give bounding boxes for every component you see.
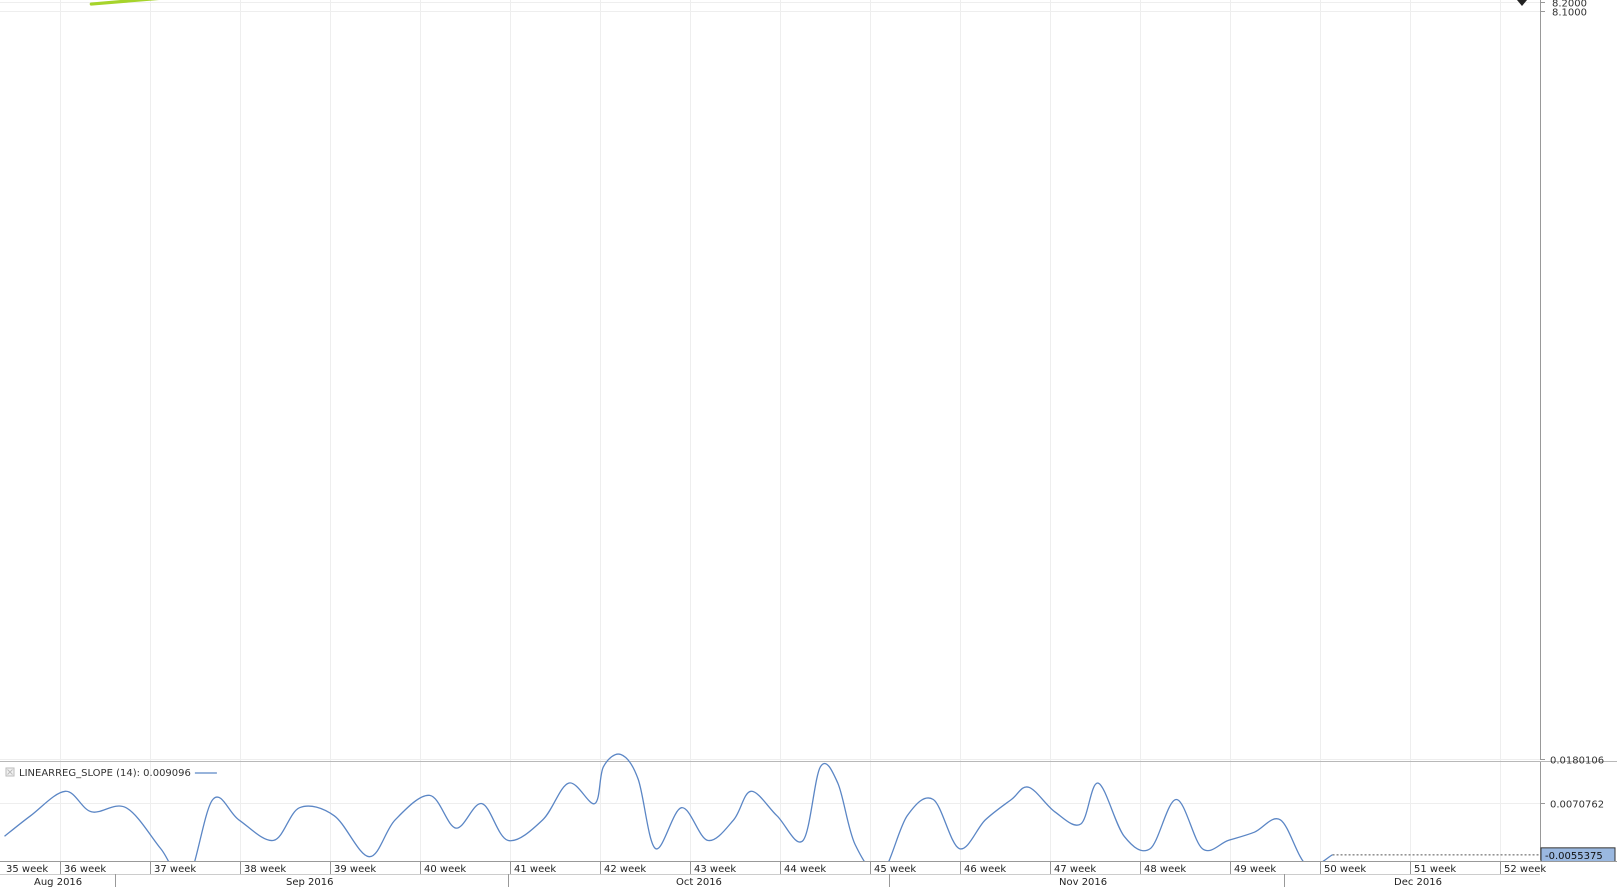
indicator-y-axis: 0.0180106 0.0070762 -0.0055375 [1540, 756, 1616, 863]
week-label: 40 week [424, 864, 466, 875]
month-label: Nov 2016 [1059, 877, 1107, 887]
week-label: 49 week [1234, 864, 1276, 875]
week-label: 38 week [244, 864, 286, 875]
y-tick-label: 8.2000 [1552, 0, 1587, 10]
indicator-tick-label: 0.0070762 [1550, 800, 1604, 811]
week-label: 42 week [604, 864, 646, 875]
week-label: 41 week [514, 864, 556, 875]
indicator-gridlines [0, 759, 1540, 804]
legend-check-icon [7, 769, 13, 775]
month-label: Aug 2016 [34, 877, 82, 887]
month-label: Sep 2016 [286, 877, 333, 887]
month-label: Dec 2016 [1394, 877, 1442, 887]
indicator-tick-label: 0.0180106 [1550, 756, 1604, 767]
week-label: 48 week [1144, 864, 1186, 875]
indicator-legend[interactable]: LINEARREG_SLOPE (14): 0.009096 [5, 767, 217, 779]
collapse-arrow-icon[interactable] [1517, 0, 1527, 6]
week-label: 52 week [1504, 864, 1546, 875]
indicator-value-label: -0.0055375 [1545, 851, 1603, 862]
week-label: 37 week [154, 864, 196, 875]
y-tick-label: 8.1000 [1552, 8, 1587, 19]
week-label: 51 week [1414, 864, 1456, 875]
week-label: 45 week [874, 864, 916, 875]
week-label: 47 week [1054, 864, 1096, 875]
week-label: 50 week [1324, 864, 1366, 875]
week-label: 44 week [784, 864, 826, 875]
week-label: 35 week [6, 864, 48, 875]
indicator-line [4, 753, 1333, 884]
month-label: Oct 2016 [676, 877, 722, 887]
time-axis: 35 week 36 week 37 week 38 week 39 week 40 we… [6, 861, 1546, 888]
week-label: 36 week [64, 864, 106, 875]
week-label: 43 week [694, 864, 736, 875]
indicator-layer [4, 753, 1540, 884]
vertical-gridlines [60, 0, 1501, 861]
horizontal-gridlines [0, 2, 1540, 12]
week-label: 46 week [964, 864, 1006, 875]
week-label: 39 week [334, 864, 376, 875]
main-y-axis: 8.10008.20008.30008.40008.50008.60008.70… [1540, 0, 1587, 19]
indicator-legend-label: LINEARREG_SLOPE (14): 0.009096 [19, 768, 191, 779]
